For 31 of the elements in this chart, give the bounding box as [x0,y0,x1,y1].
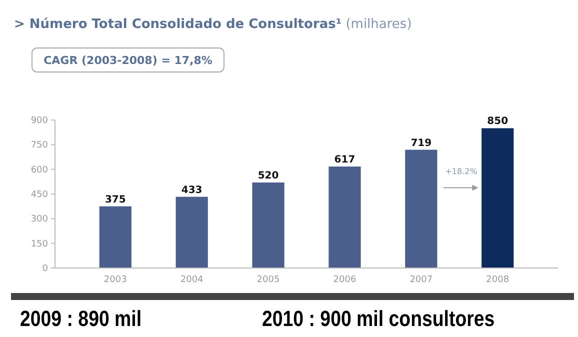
x-tick-label: 2004 [180,275,204,285]
bar [328,166,361,268]
bar [405,150,438,268]
text: 2010 : 900 mil consultores [262,308,495,332]
text: 2009 : 890 mil [20,308,142,332]
data-label: 520 [258,170,279,182]
x-tick-label: 2006 [333,275,356,285]
x-tick-label: 2007 [410,275,433,285]
x-tick-label: 2003 [104,275,127,285]
bar [176,196,208,268]
data-label: 617 [334,154,356,166]
y-tick-label: 750 [30,140,48,151]
text: CAGR (2003-2008) = 17,8% [44,54,212,67]
y-tick-label: 0 [42,264,48,274]
chart-subtitle: (milhares) [342,17,412,32]
bar [99,206,132,268]
data-label: 375 [104,194,126,206]
data-label: 850 [487,116,508,128]
x-tick-label: 2008 [486,275,510,285]
y-tick-label: 450 [30,190,48,200]
y-tick-label: 150 [30,239,48,250]
bar [252,182,284,268]
annotation: +18.2% [445,166,478,176]
y-tick-label: 300 [30,214,48,225]
chart-title: > Número Total Consolidado de Consultoras¹ [14,17,342,32]
bar [482,128,514,268]
data-label: 433 [181,184,202,196]
y-tick-label: 600 [30,165,48,176]
data-label: 719 [410,138,432,149]
y-tick-label: 900 [30,116,48,126]
x-tick-label: 2005 [256,275,280,285]
